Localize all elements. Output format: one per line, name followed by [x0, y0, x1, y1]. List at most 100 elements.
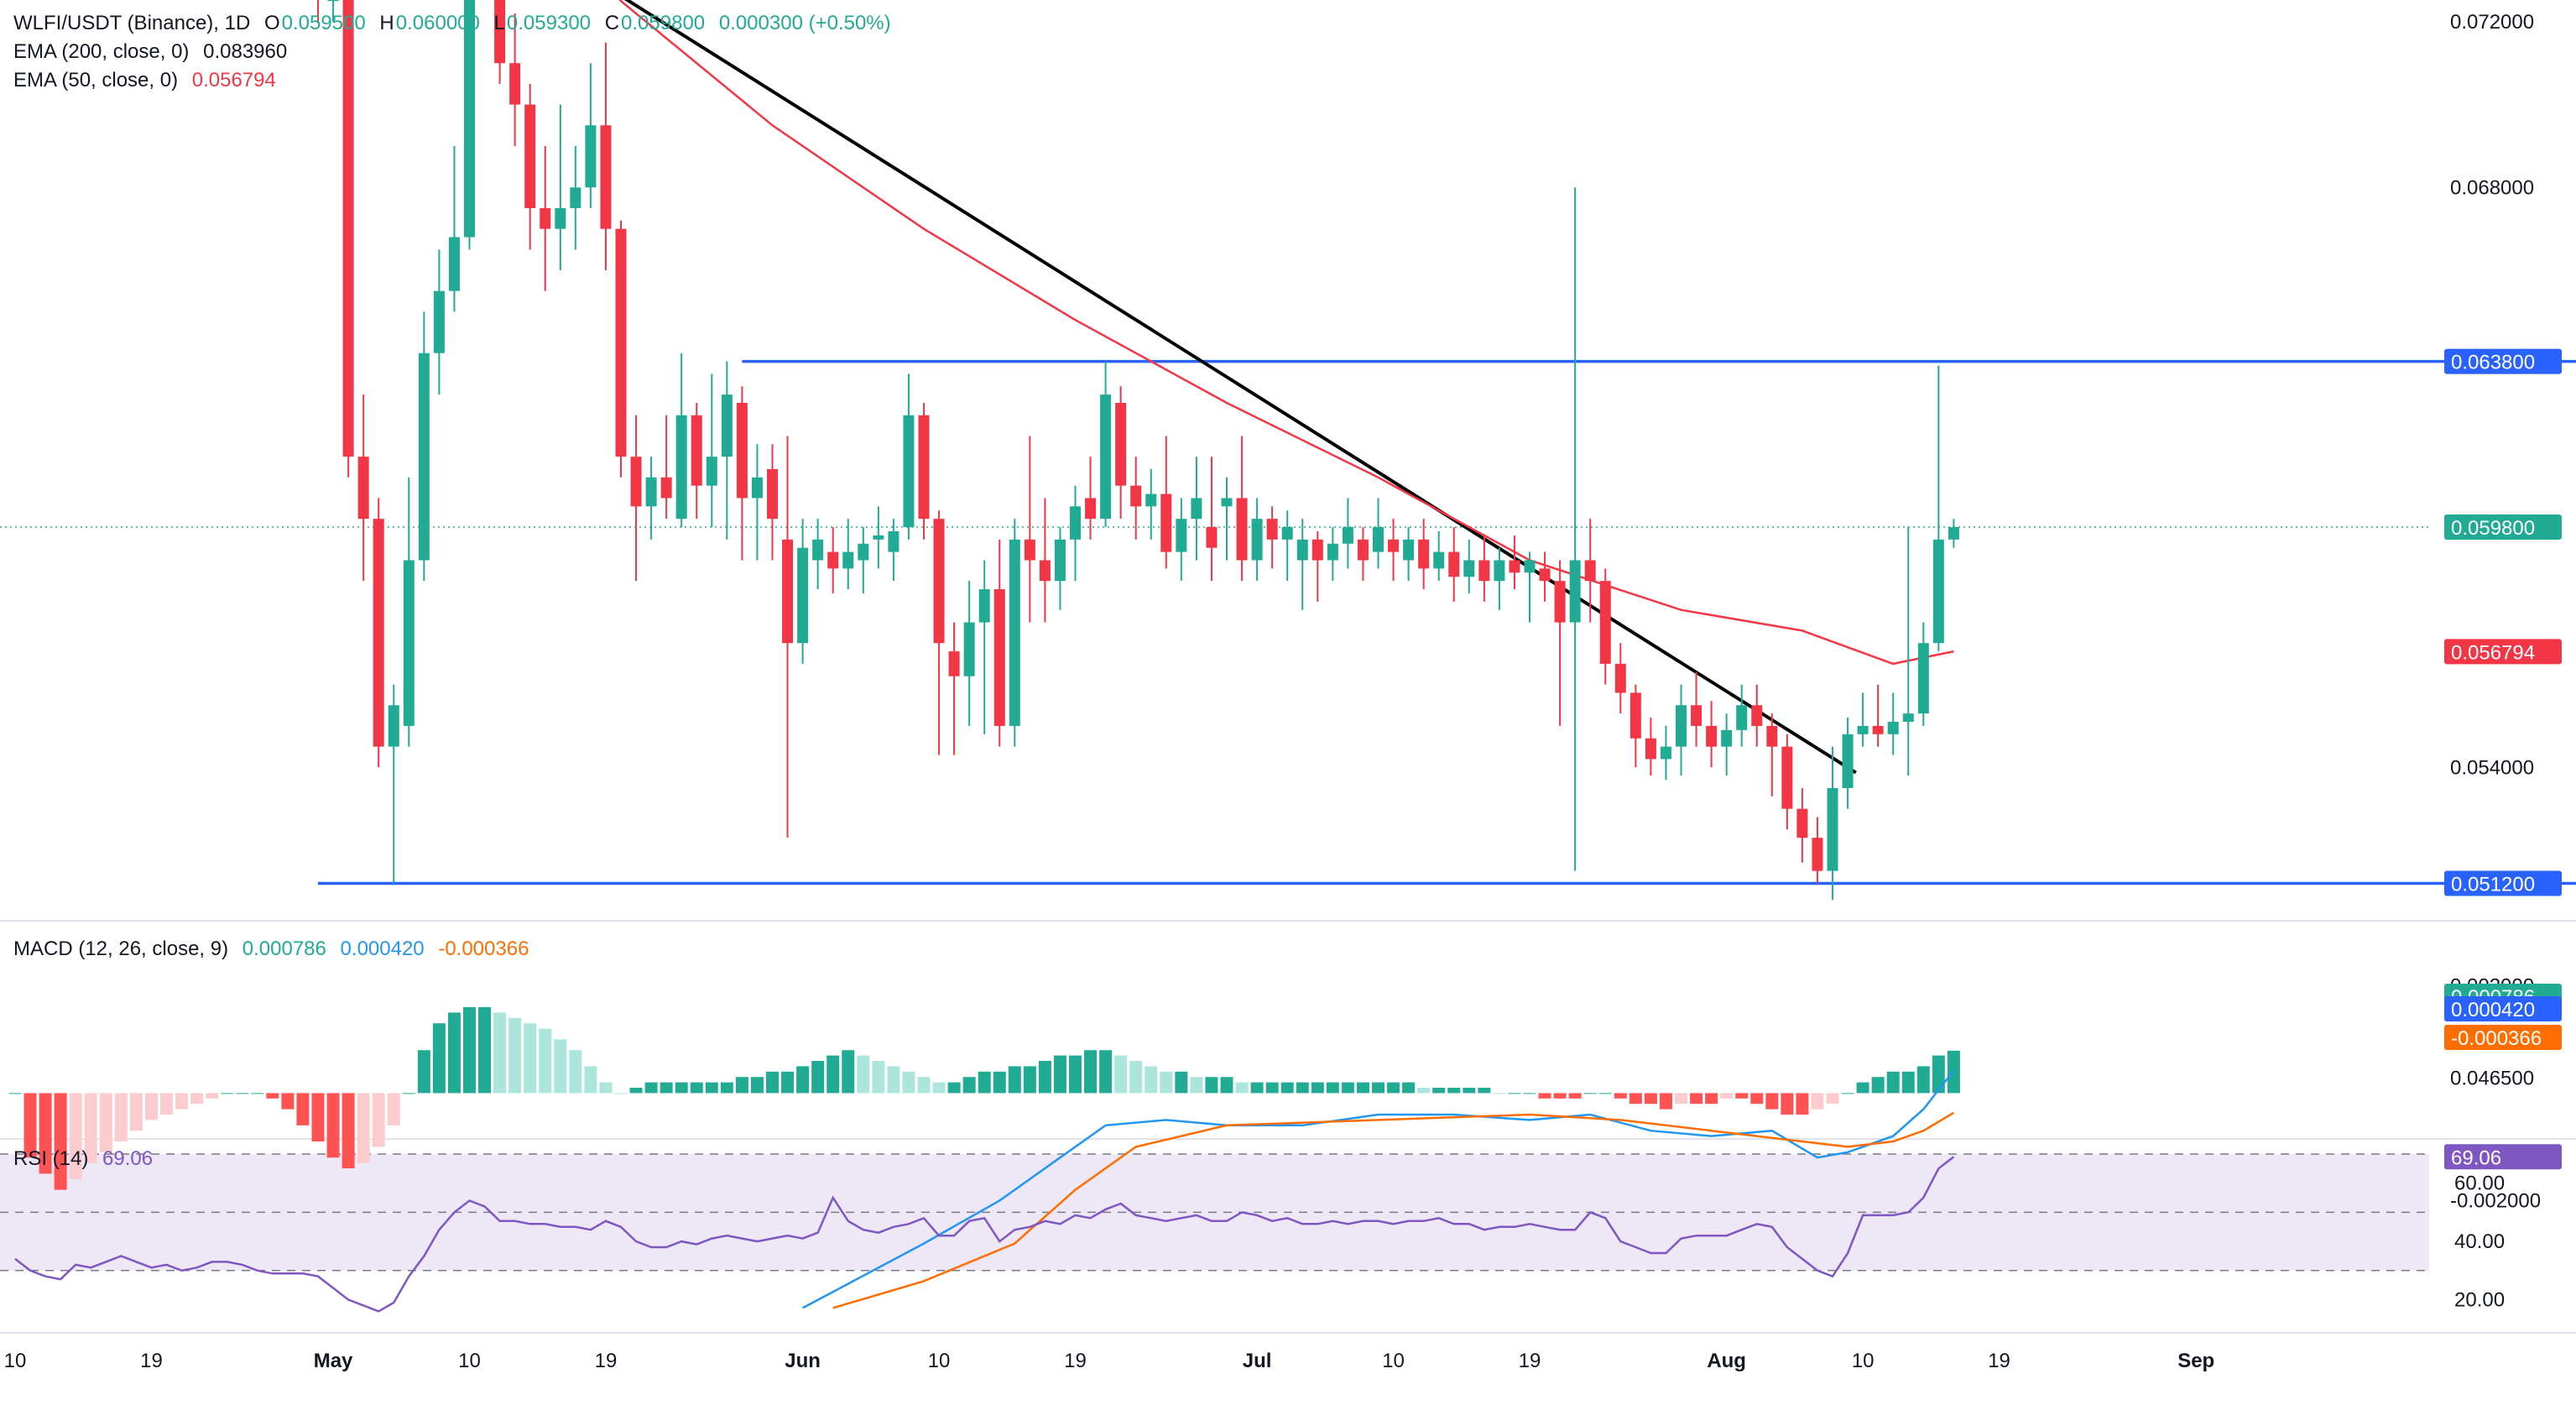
candle [675, 353, 687, 528]
candle [524, 83, 536, 250]
macd-hist-bar [1538, 1093, 1551, 1099]
macd-hist-bar [23, 1093, 37, 1158]
candle [433, 249, 445, 395]
candle-body [1478, 560, 1490, 582]
macd-hist-bar [1432, 1088, 1446, 1094]
candle-body [706, 457, 717, 486]
candle [1236, 436, 1248, 582]
candle [494, 0, 506, 84]
candle-body [1130, 485, 1142, 507]
macd-pill-bg [2444, 996, 2562, 1021]
rsi-legend: RSI (14) 69.06 [13, 1147, 161, 1171]
candle-body [736, 402, 748, 499]
candle-body [1691, 705, 1703, 726]
candle-body [1388, 539, 1400, 552]
x-axis-label: Aug [1707, 1350, 1746, 1372]
candle-body [1842, 734, 1854, 788]
candle-body [1191, 498, 1202, 520]
candle [1932, 365, 1944, 652]
candle-body [1614, 663, 1626, 693]
price-legend: WLFI/USDT (Binance), 1D O0.059500 H0.060… [13, 12, 900, 35]
candle-body [1948, 527, 1959, 540]
candle-body [570, 187, 581, 208]
candle-body [1781, 746, 1793, 809]
candle [1160, 436, 1172, 569]
candle [645, 457, 657, 540]
candle-body [494, 0, 506, 64]
candle [600, 42, 612, 271]
macd-hist-bar [236, 1093, 249, 1094]
candle-body [797, 547, 809, 644]
macd-hist-bar [690, 1082, 703, 1094]
candle-body [933, 519, 945, 644]
candle-body [918, 415, 930, 520]
candle-body [675, 415, 687, 520]
price-pill-text: 0.056794 [2451, 641, 2535, 664]
candle-body [1145, 494, 1157, 507]
candle [1948, 519, 1959, 548]
price-pill: 0.063800 [2444, 348, 2562, 374]
macd-hist-bar [39, 1093, 52, 1174]
trendline [623, 0, 1857, 775]
macd-hist-bar [524, 1023, 537, 1094]
candle [342, 0, 354, 478]
macd-hist-bar [1629, 1093, 1642, 1105]
macd-hist-bar [962, 1077, 976, 1094]
macd-hist-bar [1614, 1093, 1627, 1099]
price-pill-bg [2444, 870, 2562, 896]
candle-body [873, 535, 884, 540]
candle-body [1054, 539, 1066, 582]
macd-hist-bar [175, 1093, 189, 1110]
candle-body [1599, 581, 1611, 664]
candle [1448, 527, 1460, 602]
symbol-label: WLFI/USDT (Binance), 1D [13, 12, 251, 34]
candle-body [948, 651, 960, 676]
macd-hist-bar [144, 1093, 158, 1120]
macd-hist-bar [447, 1012, 461, 1094]
macd-hist-bar [1932, 1055, 1945, 1094]
price-pill-bg [2444, 514, 2562, 541]
candle [615, 220, 627, 478]
open-value: 0.059500 [281, 12, 366, 34]
candle-body [418, 353, 430, 561]
macd-pill: 0.000420 [2444, 996, 2562, 1021]
candle-body [1418, 539, 1430, 569]
candle [1736, 684, 1748, 747]
signal-value: 0.000420 [340, 938, 425, 960]
macd-hist-bar [1675, 1093, 1687, 1105]
candle [1827, 746, 1838, 901]
candle-body [1736, 705, 1748, 730]
candle [403, 477, 415, 747]
candle [1039, 498, 1051, 623]
candle-body [858, 543, 869, 561]
x-axis-label: 19 [1064, 1350, 1087, 1372]
candle-body [1857, 725, 1869, 734]
candle-body [721, 394, 733, 457]
candle [858, 527, 869, 593]
candle-body [615, 228, 627, 457]
macd-hist-bar [1387, 1082, 1400, 1094]
macd-pill-text: -0.000366 [2451, 1027, 2542, 1050]
x-axis-label: Sep [2177, 1350, 2214, 1372]
candle-body [509, 63, 521, 105]
macd-hist-bar [1296, 1082, 1309, 1094]
candle-body [1872, 725, 1884, 734]
macd-hist-bar [720, 1082, 733, 1094]
candle [1539, 551, 1551, 602]
price-pill-bg [2444, 348, 2562, 374]
candle [1206, 457, 1218, 582]
candle-body [767, 468, 778, 520]
change-value: 0.000300 (+0.50%) [718, 12, 891, 34]
candle-body [1902, 713, 1914, 722]
candle-body [1206, 527, 1218, 548]
macd-hist-bar [766, 1071, 779, 1094]
price-tick-label: 0.046500 [2450, 1067, 2534, 1089]
macd-hist-bar [675, 1082, 688, 1094]
macd-hist-bar [1735, 1093, 1749, 1099]
candle-body [600, 125, 612, 229]
macd-hist-bar [993, 1071, 1006, 1094]
candle-body [585, 125, 597, 188]
macd-hist-bar [842, 1050, 855, 1094]
